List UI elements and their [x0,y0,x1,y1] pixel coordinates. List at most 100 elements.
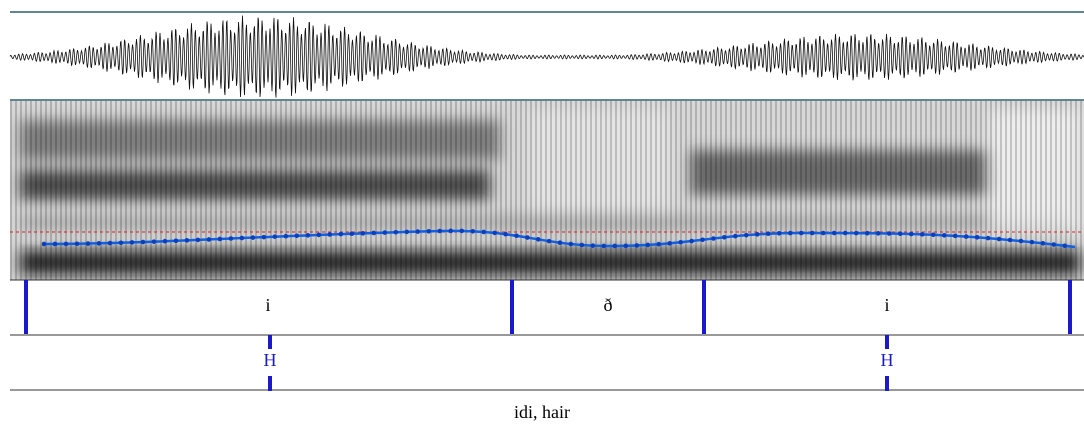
pitch-point [1040,240,1046,246]
pitch-point [415,229,421,234]
pitch-point [996,236,1002,242]
pitch-point [667,241,673,246]
pitch-point [579,242,585,248]
pitch-point [765,231,771,237]
pitch-point [206,237,212,242]
pitch-point [974,235,980,240]
pitch-point [173,238,179,244]
pitch-point [349,231,355,237]
pitch-point [525,235,530,240]
pitch-point [678,239,683,245]
pitch-point [941,233,947,238]
pitch-point [590,243,596,248]
pitch-point [634,243,640,248]
pitch-point [875,231,881,236]
pitch-point [601,243,607,249]
pitch-point [930,232,936,238]
pitch-point [250,235,256,240]
point-tier: H H [10,335,1084,391]
pitch-point [700,237,705,243]
pitch-point [129,240,135,245]
pitch-point [656,241,662,247]
pitch-point [107,240,113,246]
point-label: H [881,350,894,370]
pitch-point [305,233,311,238]
interval-label: i [265,295,270,315]
pitch-point [404,229,410,235]
pitch-point [820,230,826,236]
pitch-point [96,241,102,246]
interval-label: i [884,295,889,315]
pitch-point [776,231,782,236]
interval-tier: i ð i [10,279,1084,336]
pitch-point [798,230,804,236]
pitch-point [492,230,497,236]
pitch-point [1029,239,1035,245]
boundaries [24,280,1072,334]
pitch-point [481,229,487,235]
pitch-point [985,235,991,241]
pitch-point [294,233,300,239]
pitch-point [393,229,399,235]
pitch-point [722,234,727,240]
pitch-point [908,231,914,237]
pitch-point [52,241,58,247]
pitch-point [426,229,432,234]
pitch-point [568,241,574,247]
pitch-point [864,230,870,236]
pitch-point [952,233,958,239]
pitch-point [470,228,476,234]
pitch-point [645,242,651,248]
pitch-point [63,241,69,247]
waveform-panel [9,11,1084,101]
pitch-point [360,231,366,236]
pitch-point [809,230,815,236]
pitch-point [711,236,716,241]
caption: idi, hair [514,402,570,422]
pitch-point [195,237,201,243]
pitch-point [1007,237,1013,243]
pitch-point [1062,243,1068,249]
pitch-point [239,235,245,241]
pitch-point [261,234,267,240]
pitch-point [557,240,563,246]
pitch-point [897,231,903,237]
pitch-point [733,233,738,239]
pitch-point [623,243,629,249]
pitch-point [327,232,333,237]
pitch-point [283,233,289,239]
pitch-point [338,231,344,237]
pitch-point [963,234,969,239]
pitch-point [228,236,234,241]
pitch-point [140,239,146,245]
pitch-point [514,233,519,239]
pitch-point [787,230,793,236]
waveform [9,15,1084,98]
pitch-point [886,231,892,236]
pitch-point [503,231,508,237]
point-marks [268,335,889,391]
pitch-point [546,238,552,244]
pitch-point [689,238,694,244]
pitch-point [853,230,859,236]
pitch-point [371,230,377,236]
pitch-point [382,230,388,235]
point-label: H [264,350,277,370]
pitch-point [754,232,760,237]
spectrogram [10,101,1084,280]
pitch-point [85,241,91,246]
pitch-point [842,230,848,236]
pitch-point [459,228,465,234]
pitch-point [184,238,190,243]
pitch-point [1018,238,1024,244]
pitch-point [612,243,618,249]
pitch-point [1051,242,1057,247]
interval-label: ð [604,295,613,315]
pitch-point [743,232,749,238]
pitch-point [448,228,454,234]
pitch-point [919,232,925,237]
pitch-point [535,237,541,242]
pitch-point [316,232,322,238]
pitch-point [41,241,47,247]
